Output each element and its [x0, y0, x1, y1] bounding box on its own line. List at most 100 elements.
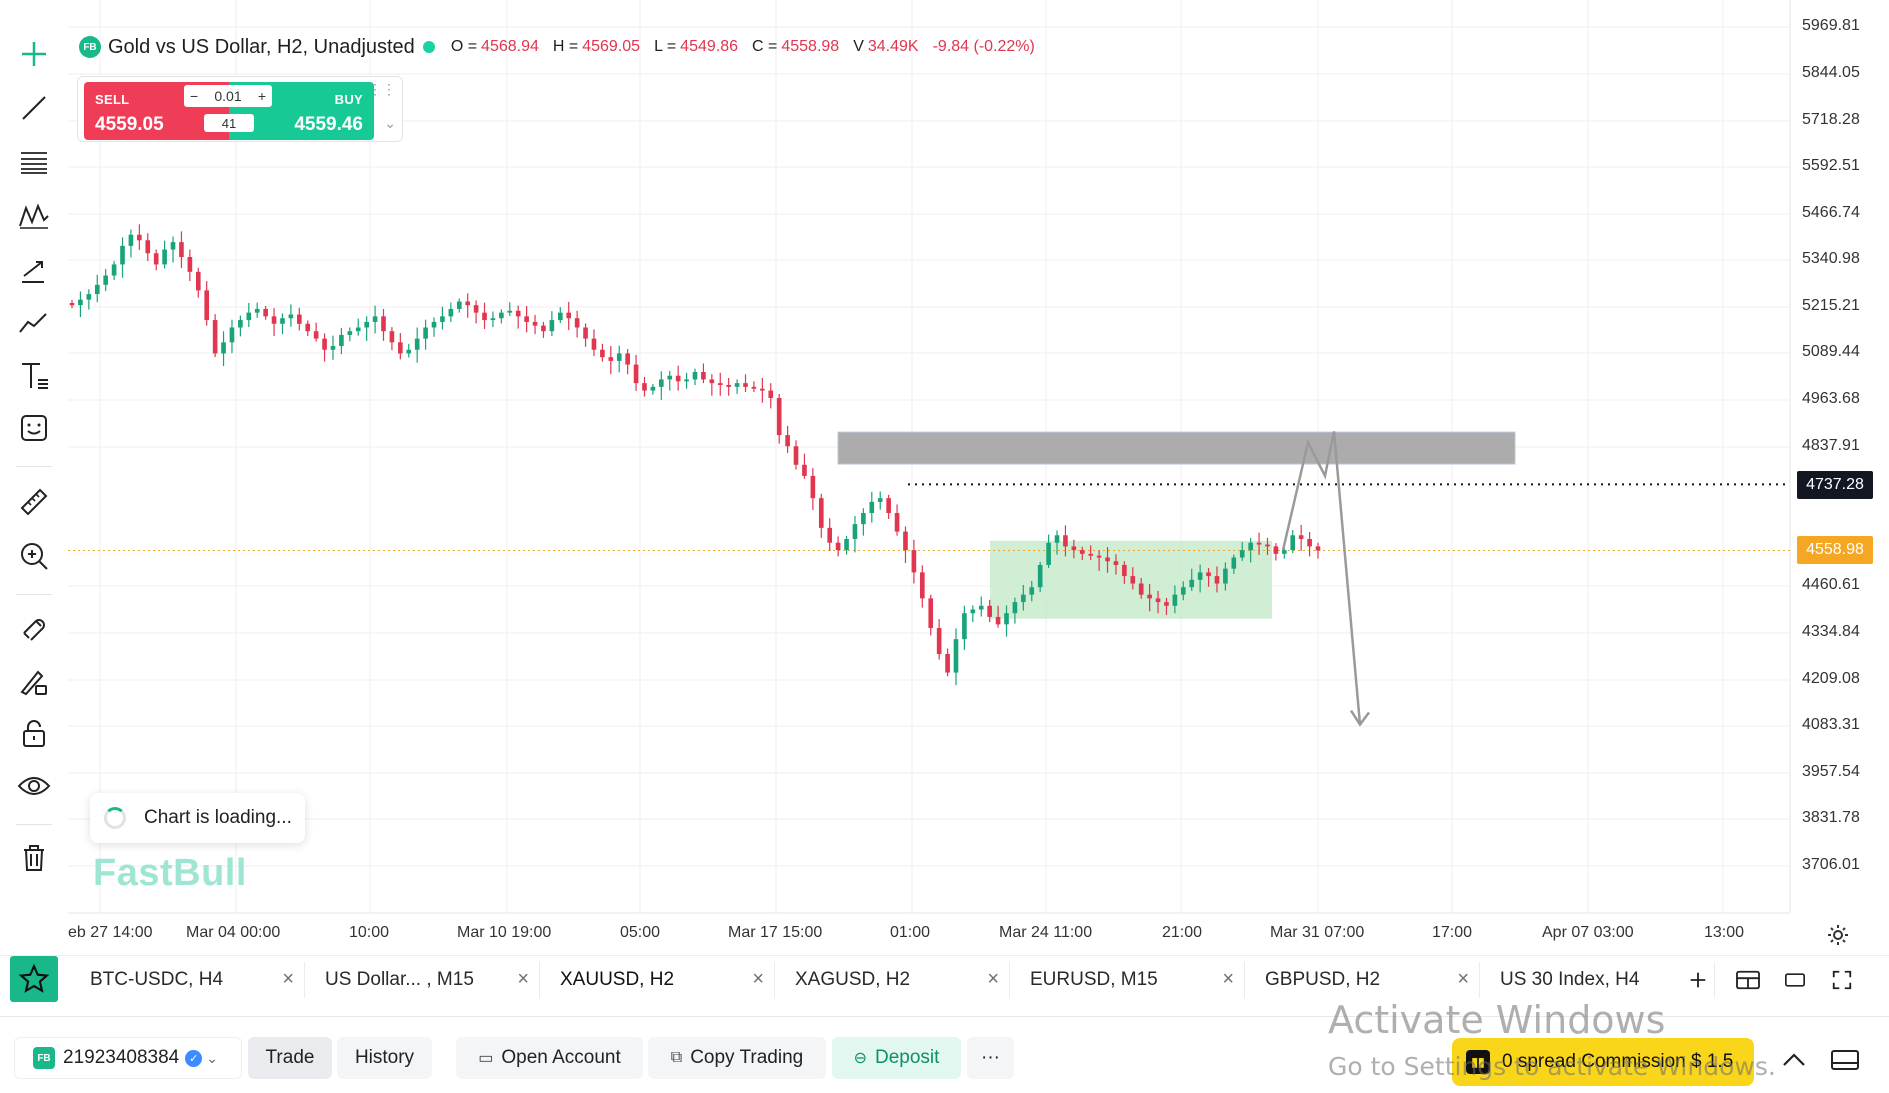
- candle-body: [94, 284, 100, 295]
- tab-close-icon[interactable]: ×: [517, 968, 529, 990]
- panel-layout-icon[interactable]: [1828, 1046, 1862, 1074]
- copy-trading-button[interactable]: ⧉ Copy Trading: [648, 1037, 826, 1079]
- lock-icon[interactable]: [12, 712, 56, 756]
- brush-line-icon[interactable]: [12, 302, 56, 346]
- pattern-icon[interactable]: [12, 194, 56, 238]
- candle-body: [524, 316, 529, 322]
- forecast-icon[interactable]: [12, 248, 56, 292]
- sell-price: 4559.05: [95, 114, 164, 135]
- favorites-star-button[interactable]: [10, 956, 58, 1002]
- candle-body: [659, 379, 664, 387]
- zoom-in-icon[interactable]: [12, 534, 56, 578]
- candle-body: [776, 397, 782, 436]
- candle-body: [760, 388, 765, 391]
- more-options-button[interactable]: ···: [967, 1037, 1014, 1079]
- candle-body: [1071, 546, 1077, 551]
- candle-body: [347, 331, 353, 335]
- fullscreen-icon[interactable]: [1824, 962, 1860, 998]
- time-tick-label: Mar 24 11:00: [999, 924, 1093, 941]
- candle-body: [566, 312, 572, 319]
- candle-body: [280, 318, 285, 324]
- candle-body: [431, 321, 437, 328]
- tab-close-icon[interactable]: ×: [1457, 968, 1469, 990]
- lot-size-value[interactable]: 0.01: [214, 88, 242, 104]
- low-value: 4549.86: [680, 38, 739, 55]
- chart-tab[interactable]: XAGUSD, H2 ×: [775, 962, 1010, 998]
- settings-gear-icon[interactable]: [1825, 922, 1851, 948]
- draw-mode-icon[interactable]: [12, 660, 56, 704]
- candle-body: [793, 446, 799, 465]
- promo-banner[interactable]: ▮▮ 0 spread Commission $ 1.5: [1452, 1038, 1754, 1086]
- text-tool-icon[interactable]: [12, 354, 56, 398]
- candle-body: [1164, 602, 1169, 606]
- candle-body: [1256, 542, 1262, 545]
- candle-body: [1029, 587, 1035, 595]
- trade-tab-button[interactable]: Trade: [248, 1037, 332, 1079]
- time-tick-label: Mar 31 07:00: [1270, 924, 1365, 941]
- candle-body: [229, 327, 235, 343]
- candle-body: [473, 305, 479, 313]
- trend-line-icon[interactable]: [12, 86, 56, 130]
- deposit-button[interactable]: ⊖ Deposit: [832, 1037, 961, 1079]
- chart-tab[interactable]: US 30 Index, H4: [1480, 962, 1715, 998]
- single-layout-icon[interactable]: [1777, 962, 1813, 998]
- candle-body: [448, 308, 454, 317]
- chart-tab[interactable]: XAUUSD, H2 ×: [540, 962, 775, 998]
- candle-body: [549, 320, 555, 332]
- candle-body: [886, 498, 891, 514]
- candle-body: [608, 357, 614, 361]
- candle-body: [179, 242, 184, 257]
- candle-body: [128, 234, 134, 246]
- chart-tab[interactable]: EURUSD, M15 ×: [1010, 962, 1245, 998]
- candle-body: [1197, 572, 1203, 580]
- candle-body: [465, 301, 471, 306]
- chart-tab[interactable]: GBPUSD, H2 ×: [1245, 962, 1480, 998]
- candle-body: [515, 310, 521, 317]
- magnet-icon[interactable]: [12, 606, 56, 650]
- tab-label: XAGUSD, H2: [795, 969, 911, 990]
- tab-label: US 30 Index, H4: [1500, 969, 1640, 990]
- tab-close-icon[interactable]: ×: [752, 968, 764, 990]
- price-tick-label: 4083.31: [1802, 716, 1860, 733]
- chevron-up-icon[interactable]: [1778, 1046, 1810, 1074]
- candle-body: [1012, 602, 1018, 614]
- candle-body: [296, 314, 302, 324]
- drag-handle-icon[interactable]: ⋮⋮: [368, 81, 396, 97]
- tab-close-icon[interactable]: ×: [282, 968, 294, 990]
- candle-body: [936, 628, 942, 655]
- candle-body: [701, 372, 706, 380]
- candle-body: [238, 320, 243, 328]
- lot-size-stepper[interactable]: − 0.01 +: [184, 85, 272, 107]
- candle-body: [69, 302, 75, 306]
- lot-increase-button[interactable]: +: [257, 88, 266, 104]
- tab-close-icon[interactable]: ×: [1222, 968, 1234, 990]
- price-chart[interactable]: [0, 0, 1889, 950]
- candle-body: [1054, 535, 1060, 543]
- trash-icon[interactable]: [12, 836, 56, 880]
- open-account-button[interactable]: ▭ Open Account: [456, 1037, 643, 1079]
- candle-body: [1265, 544, 1270, 547]
- candle-body: [743, 383, 748, 387]
- account-selector[interactable]: FB 21923408384 ✓ ⌄: [14, 1037, 242, 1079]
- candle-body: [1021, 594, 1026, 603]
- chart-tab[interactable]: BTC-USDC, H4 ×: [70, 962, 305, 998]
- chart-tab[interactable]: US Dollar... , M15 ×: [305, 962, 540, 998]
- candle-body: [717, 383, 723, 385]
- candle-body: [246, 312, 252, 321]
- emoji-icon[interactable]: [12, 406, 56, 450]
- lot-decrease-button[interactable]: −: [190, 88, 199, 104]
- history-tab-button[interactable]: History: [337, 1037, 432, 1079]
- tab-close-icon[interactable]: ×: [987, 968, 999, 990]
- split-layout-icon[interactable]: [1730, 962, 1766, 998]
- fib-retracement-icon[interactable]: [12, 140, 56, 184]
- candle-body: [414, 338, 420, 350]
- price-tick-label: 5466.74: [1802, 204, 1860, 221]
- chevron-down-icon[interactable]: ⌄: [384, 115, 396, 131]
- add-tab-icon[interactable]: [1680, 962, 1716, 998]
- symbol-title[interactable]: Gold vs US Dollar, H2, Unadjusted: [108, 35, 415, 58]
- crosshair-icon[interactable]: [12, 32, 56, 76]
- open-label: O =: [450, 38, 478, 55]
- document-icon: ▭: [478, 1050, 494, 1067]
- visibility-eye-icon[interactable]: [12, 764, 56, 808]
- ruler-icon[interactable]: [12, 480, 56, 524]
